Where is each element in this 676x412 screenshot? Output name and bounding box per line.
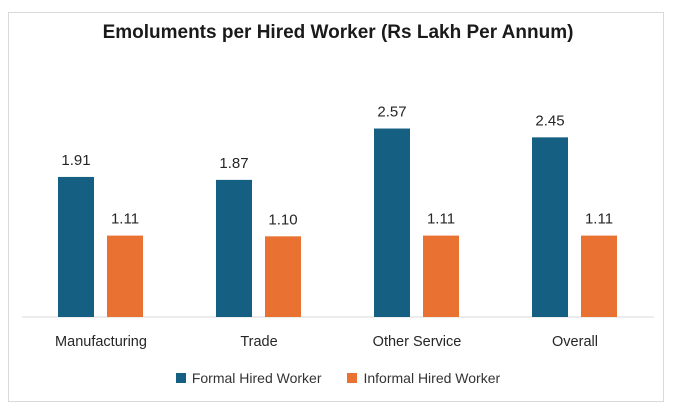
category-label-1: Trade	[240, 334, 277, 350]
legend-swatch-formal	[175, 373, 186, 383]
data-label-formal-1: 1.87	[219, 155, 248, 172]
data-label-formal-0: 1.91	[61, 152, 90, 169]
legend-swatch-informal	[347, 373, 358, 383]
chart-title: Emoluments per Hired Worker (Rs Lakh Per…	[102, 22, 574, 43]
bar-formal-2	[374, 128, 410, 317]
bar-formal-1	[216, 179, 252, 317]
bar-informal-3	[581, 235, 617, 317]
category-label-2: Other Service	[373, 334, 462, 350]
bar-informal-2	[423, 235, 459, 317]
legend-item-informal: Informal Hired Worker	[347, 370, 500, 386]
legend-label-informal: Informal Hired Worker	[363, 370, 501, 386]
data-label-informal-0: 1.11	[111, 211, 139, 228]
bar-informal-1	[265, 236, 301, 317]
chart-legend: Formal Hired Worker Informal Hired Worke…	[0, 370, 676, 386]
bar-formal-3	[532, 137, 568, 317]
data-label-informal-3: 1.11	[585, 211, 613, 228]
data-label-informal-1: 1.10	[268, 211, 297, 228]
data-label-formal-2: 2.57	[377, 104, 406, 121]
bar-formal-0	[58, 176, 94, 317]
bar-informal-0	[107, 235, 143, 317]
data-label-informal-2: 1.11	[427, 211, 455, 228]
category-label-3: Overall	[552, 334, 598, 350]
category-label-0: Manufacturing	[55, 334, 147, 350]
legend-label-formal: Formal Hired Worker	[191, 370, 322, 386]
data-label-formal-3: 2.45	[535, 112, 564, 129]
legend-item-formal: Formal Hired Worker	[175, 370, 322, 386]
